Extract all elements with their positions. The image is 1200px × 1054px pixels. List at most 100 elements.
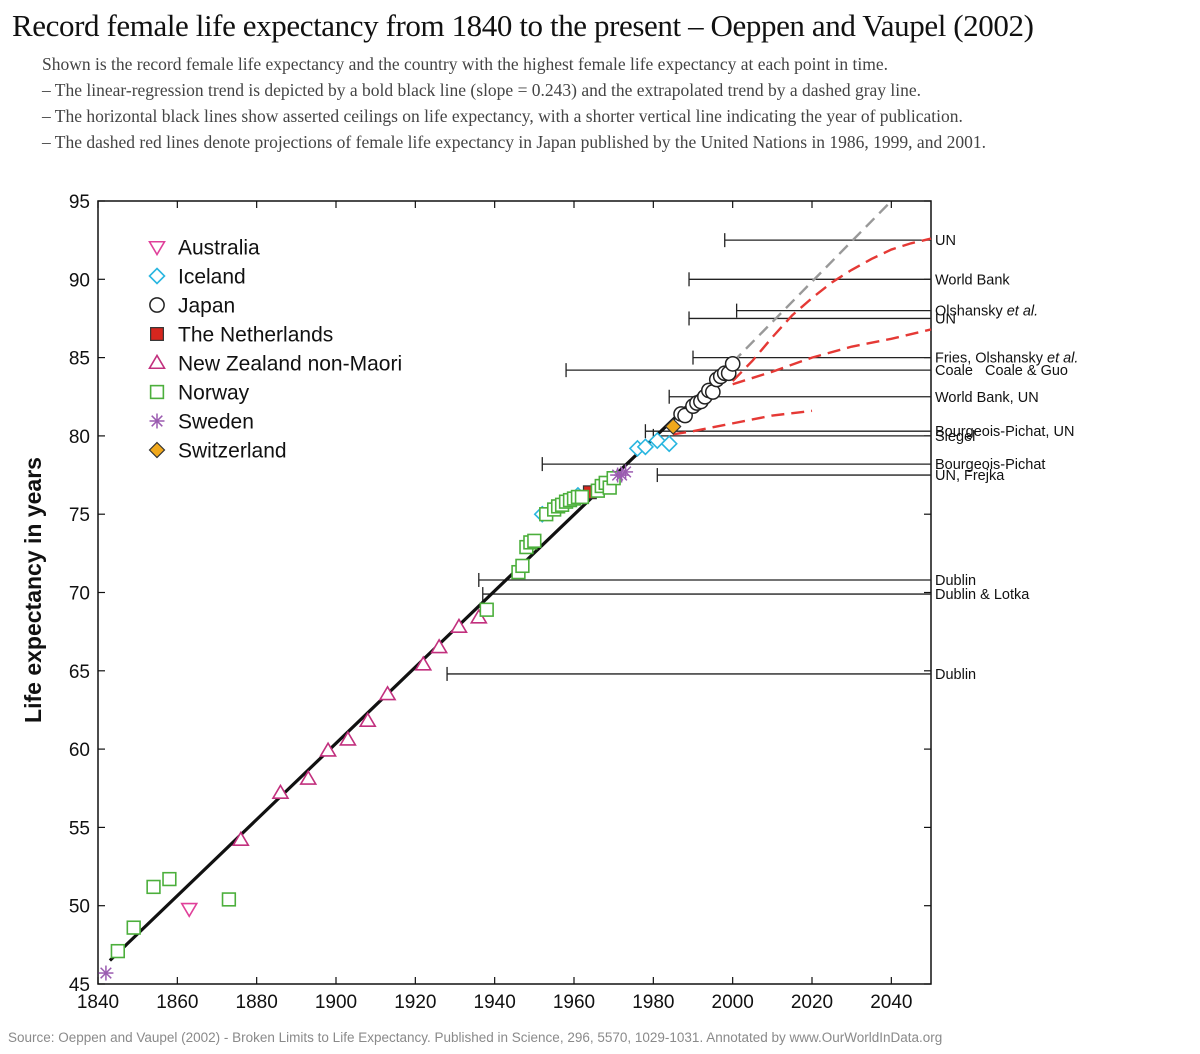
ceiling-label: Siegel xyxy=(935,429,975,445)
data-point-new-zealand-non-maori xyxy=(430,638,449,654)
data-point-sweden xyxy=(618,464,634,480)
legend-marker xyxy=(149,297,165,313)
ceiling-label: Dublin & Lotka xyxy=(935,587,1030,603)
legend-label: Sweden xyxy=(178,411,254,434)
data-point-norway xyxy=(527,533,542,548)
data-point-japan xyxy=(724,355,741,372)
data-point-iceland xyxy=(636,438,655,456)
legend-label: Australia xyxy=(178,237,260,260)
legend-marker xyxy=(150,327,164,341)
data-point-new-zealand-non-maori xyxy=(450,617,468,634)
subtitle-line: – The dashed red lines denote projection… xyxy=(42,132,986,152)
ceiling-label: Dublin xyxy=(935,573,976,589)
data-points xyxy=(98,355,741,981)
data-point-norway xyxy=(126,920,141,935)
y-tick-label: 90 xyxy=(69,270,90,291)
projection-lines xyxy=(672,237,932,436)
data-point-new-zealand-non-maori xyxy=(271,783,290,799)
ceiling-label: UN xyxy=(935,233,956,249)
asterisk-stroke xyxy=(151,415,163,427)
ceiling-label: World Bank, UN xyxy=(935,390,1039,406)
life-expectancy-chart: 1840 1860 1880 1900 1920 1940 1960 1980 2000 2020… xyxy=(20,192,1078,1013)
legend-marker xyxy=(149,413,165,429)
projection-line xyxy=(732,328,932,386)
data-point-sweden xyxy=(98,965,114,981)
x-tick-label: 1920 xyxy=(394,992,436,1013)
data-point-new-zealand-non-maori xyxy=(319,741,337,757)
data-point-new-zealand-non-maori xyxy=(231,830,250,846)
y-tick-label: 85 xyxy=(69,349,90,370)
legend-marker xyxy=(148,240,166,257)
x-tick-label: 1980 xyxy=(632,992,674,1013)
asterisk-stroke xyxy=(619,466,632,478)
ceiling-label: Coale Coale & Guo xyxy=(935,363,1068,379)
data-point-norway xyxy=(515,558,530,574)
y-tick-label: 95 xyxy=(69,192,90,213)
data-point-switzerland xyxy=(664,418,682,435)
data-point-norway xyxy=(479,602,494,617)
x-tick-label: 1880 xyxy=(236,992,278,1013)
y-tick-label: 60 xyxy=(69,740,90,761)
ceiling-label: Dublin xyxy=(935,667,976,683)
data-point-norway xyxy=(110,943,126,959)
axes: 1840 1860 1880 1900 1920 1940 1960 1980 2000 2020… xyxy=(69,192,931,1013)
legend-label: Switzerland xyxy=(178,440,287,463)
x-tick-label: 2040 xyxy=(870,992,912,1013)
page-title: Record female life expectancy from 1840 … xyxy=(12,8,1034,43)
ceiling-label: UN xyxy=(935,311,956,327)
y-tick-label: 65 xyxy=(69,662,90,683)
y-tick-label: 75 xyxy=(69,505,90,526)
legend-label: New Zealand non-Maori xyxy=(178,353,402,376)
subtitle: Shown is the record female life expectan… xyxy=(42,51,1192,155)
legend-label: The Netherlands xyxy=(178,324,333,347)
data-point-iceland xyxy=(648,431,666,450)
data-point-new-zealand-non-maori xyxy=(378,685,397,701)
ceiling-label: Fries, Olshansky et al. xyxy=(935,351,1078,367)
legend-marker xyxy=(148,441,166,459)
legend-marker xyxy=(148,353,166,370)
data-point-new-zealand-non-maori xyxy=(358,711,377,727)
y-tick-label: 55 xyxy=(69,818,90,839)
ceiling-label: World Bank xyxy=(935,272,1010,288)
asterisk-stroke xyxy=(100,967,112,979)
x-tick-label: 1900 xyxy=(315,992,357,1013)
data-point-new-zealand-non-maori xyxy=(299,769,318,785)
extrapolated-trend-line xyxy=(731,200,893,364)
data-point-norway xyxy=(162,871,177,887)
y-tick-label: 50 xyxy=(69,897,90,918)
projection-line xyxy=(672,409,813,436)
x-tick-label: 2020 xyxy=(791,992,833,1013)
data-point-australia xyxy=(180,902,199,918)
x-tick-label: 1940 xyxy=(474,992,516,1013)
ceiling-label: Bourgeois-Pichat xyxy=(935,457,1045,473)
subtitle-line: – The linear-regression trend is depicte… xyxy=(42,80,922,100)
legend-label: Japan xyxy=(178,295,235,318)
ceiling-label: Bourgeois-Pichat, UN xyxy=(935,424,1074,440)
source-note: Source: Oeppen and Vaupel (2002) - Broke… xyxy=(8,1030,943,1045)
subtitle-line: Shown is the record female life expectan… xyxy=(42,54,888,74)
x-tick-label: 2000 xyxy=(712,992,754,1013)
legend-marker xyxy=(148,267,166,285)
data-point-norway xyxy=(146,879,161,895)
data-point-norway xyxy=(221,892,237,907)
legend-label: Iceland xyxy=(178,266,246,289)
ceiling-label: Olshansky et al. xyxy=(935,304,1038,320)
subtitle-line: – The horizontal black lines show assert… xyxy=(42,106,963,126)
legend-marker xyxy=(149,384,165,400)
y-tick-label: 80 xyxy=(69,427,90,448)
data-point-new-zealand-non-maori xyxy=(339,730,357,746)
y-tick-label: 70 xyxy=(69,584,90,605)
data-point-iceland xyxy=(660,435,678,453)
x-tick-label: 1960 xyxy=(553,992,595,1013)
legend-label: Norway xyxy=(178,382,250,405)
x-tick-label: 1840 xyxy=(77,992,119,1013)
y-axis-label: Life expectancy in years xyxy=(20,457,46,723)
projection-line xyxy=(731,237,932,382)
data-point-new-zealand-non-maori xyxy=(414,655,433,671)
data-point-norway xyxy=(574,489,590,505)
x-tick-label: 1860 xyxy=(156,992,198,1013)
legend: Australia Iceland Japan The Netherlands New … xyxy=(148,237,402,463)
ceiling-label: UN, Frejka xyxy=(935,468,1005,484)
y-tick-label: 45 xyxy=(69,975,90,996)
